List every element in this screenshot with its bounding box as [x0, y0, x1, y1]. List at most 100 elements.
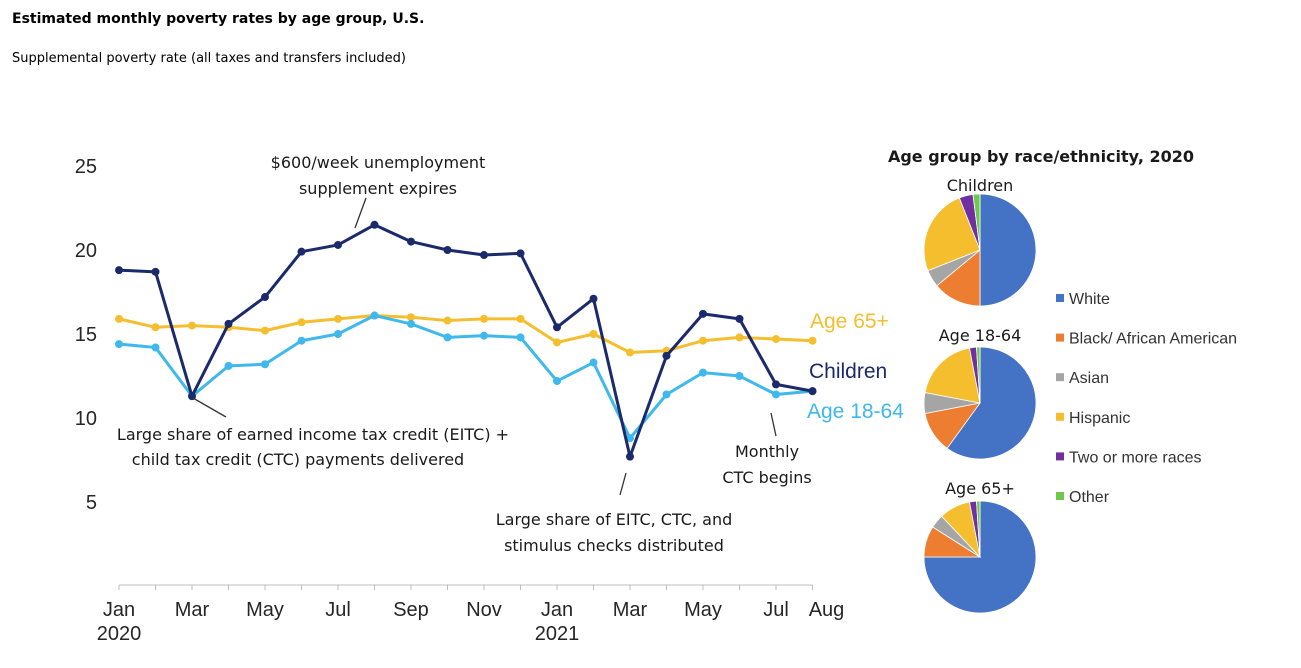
data-point-age-18-64 — [735, 372, 744, 380]
series-label-children: Children — [809, 360, 887, 383]
legend-swatch-black-african-american — [1056, 333, 1064, 342]
pie-panel-title: Age group by race/ethnicity, 2020 — [888, 147, 1194, 166]
y-tick-label: 25 — [75, 156, 97, 178]
data-point-children — [370, 220, 379, 229]
pie-slice-children-other — [972, 193, 981, 251]
data-point-age-65- — [626, 348, 634, 357]
data-point-age-18-64 — [224, 361, 233, 370]
data-point-age-18-64 — [699, 368, 707, 377]
annotation-leader-line — [192, 397, 227, 418]
annotation-text: $600/week unemployment — [271, 153, 486, 172]
line-series — [115, 220, 817, 461]
data-point-age-65- — [808, 336, 817, 345]
y-tick-label: 15 — [75, 324, 97, 346]
legend-label-white: White — [1069, 291, 1110, 308]
series-line-children — [118, 223, 813, 459]
legend-label-hispanic: Hispanic — [1069, 410, 1130, 427]
pie-slice-age-18-64-white — [946, 346, 1037, 460]
data-point-age-18-64 — [297, 336, 306, 345]
data-point-children — [699, 309, 707, 318]
data-point-age-65- — [589, 330, 598, 338]
data-point-children — [553, 323, 561, 332]
data-point-age-18-64 — [772, 390, 780, 399]
data-point-age-65- — [151, 323, 160, 332]
x-tick-label: Jan — [541, 599, 573, 621]
legend-swatch-other — [1056, 492, 1064, 500]
annotation-text: Monthly — [735, 442, 799, 461]
data-point-age-65- — [772, 335, 780, 344]
pie-slice-age-65--white — [923, 500, 1037, 614]
data-point-age-65- — [407, 313, 415, 322]
legend-label-asian: Asian — [1069, 370, 1109, 387]
pie-slice-children-white — [979, 193, 1037, 307]
x-tick-label: Jul — [325, 599, 351, 621]
data-point-children — [626, 452, 634, 461]
series-labels: Children Age 65+ Age 18-64 — [807, 310, 904, 423]
legend-label-other: Other — [1069, 489, 1110, 506]
data-point-age-18-64 — [151, 343, 160, 352]
data-point-children — [516, 249, 525, 258]
annotation-text: Large share of earned income tax credit … — [117, 425, 509, 444]
pie-legend: White Black/ African American Asian Hispani… — [1056, 291, 1237, 506]
data-point-children — [297, 247, 306, 256]
annotation-text: Large share of EITC, CTC, and — [496, 510, 733, 529]
data-point-children — [261, 293, 269, 302]
data-point-children — [224, 319, 233, 328]
data-point-age-65- — [699, 336, 707, 345]
legend-label-black-african-american: Black/ African American — [1069, 331, 1237, 348]
x-tick-label: Jul — [763, 599, 789, 621]
data-point-age-18-64 — [516, 333, 525, 342]
data-point-age-18-64 — [443, 333, 452, 342]
data-point-age-18-64 — [662, 390, 671, 399]
x-tick-label: May — [684, 599, 722, 621]
pie-title-age-65-: Age 65+ — [945, 479, 1015, 498]
series-label-age-18-64: Age 18-64 — [807, 400, 904, 423]
data-point-age-65- — [516, 314, 525, 323]
data-point-age-65- — [115, 314, 123, 323]
x-tick-label: Aug — [809, 599, 845, 621]
legend-label-two-or-more-races: Two or more races — [1069, 449, 1201, 466]
x-tick-label: Sep — [393, 599, 429, 621]
x-tick-label: May — [246, 599, 284, 621]
annotations: $600/week unemployment supplement expires… — [117, 153, 812, 555]
annotation-leader-line — [354, 197, 367, 229]
data-point-age-65- — [443, 316, 452, 325]
data-point-age-65- — [735, 333, 744, 342]
data-point-age-18-64 — [626, 434, 634, 443]
chart-subtitle: Supplemental poverty rate (all taxes and… — [12, 51, 406, 66]
legend-swatch-white — [1056, 294, 1064, 302]
y-tick-label: 5 — [86, 492, 97, 514]
data-point-children — [735, 314, 744, 323]
data-point-children — [772, 380, 780, 389]
data-point-age-65- — [480, 314, 488, 323]
legend-swatch-asian — [1056, 373, 1064, 382]
x-tick-year-label: 2020 — [97, 623, 142, 645]
pie-slice-age-65--other — [976, 500, 981, 558]
y-tick-label: 10 — [75, 408, 97, 430]
pie-charts: Age group by race/ethnicity, 2020 Childre… — [888, 147, 1194, 614]
data-point-children — [334, 240, 342, 249]
pie-title-age-18-64: Age 18-64 — [939, 326, 1022, 345]
series-line-age-65- — [118, 314, 813, 354]
data-point-age-18-64 — [115, 340, 123, 349]
data-point-children — [443, 246, 452, 254]
data-point-children — [808, 387, 817, 396]
data-point-children — [151, 267, 160, 276]
x-tick-label: Mar — [613, 599, 648, 621]
data-point-age-65- — [553, 338, 561, 347]
pie-slice-age-18-64-hispanic — [924, 347, 981, 404]
data-point-children — [662, 351, 671, 360]
pie-slice-age-18-64-other — [976, 346, 981, 404]
y-tick-label: 20 — [75, 240, 97, 262]
series-label-age-65-: Age 65+ — [810, 310, 889, 333]
data-point-children — [115, 266, 123, 275]
x-tick-label: Mar — [175, 599, 210, 621]
data-point-children — [589, 294, 598, 303]
x-tick-label: Jan — [103, 599, 135, 621]
pie-slice-children-hispanic — [923, 197, 981, 272]
data-point-children — [480, 251, 488, 260]
data-point-age-18-64 — [334, 330, 342, 338]
chart-title: Estimated monthly poverty rates by age g… — [12, 11, 425, 27]
